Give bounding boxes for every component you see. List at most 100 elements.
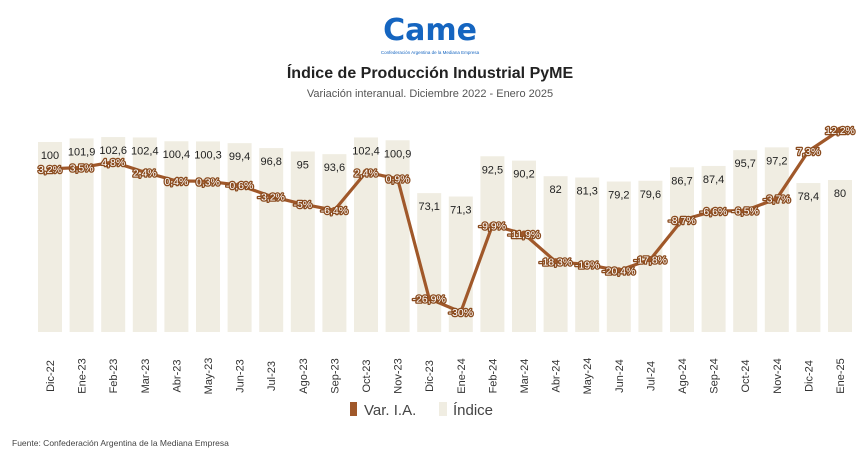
bar-labels-layer: 100 101,9 102,6 102,4 100,4 100,3 99,4 96,8 95 93… (41, 145, 846, 216)
var-point-Ene-25 (836, 126, 844, 134)
var-label-Sep-23: -6,4% (321, 205, 348, 217)
x-tick-Mar-23: Mar-23 (140, 359, 152, 394)
legend: Var. I.A. Índice (350, 402, 493, 419)
bar-Feb-23 (101, 137, 126, 332)
var-label-Ene-25: 12,2% (825, 125, 855, 137)
bar-label-Feb-24: 92,5 (482, 164, 503, 176)
legend-label-var: Var. I.A. (364, 402, 416, 419)
bars-layer (38, 137, 852, 332)
bar-label-Nov-23: 100,9 (384, 148, 412, 160)
bar-Nov-24 (764, 147, 789, 332)
bar-label-Jul-24: 79,6 (640, 189, 661, 201)
bar-label-Jun-24: 79,2 (608, 190, 629, 202)
x-tick-Mar-24: Mar-24 (519, 359, 531, 394)
var-label-May-24: -19% (575, 260, 600, 272)
bar-label-Feb-23: 102,6 (99, 145, 127, 157)
var-label-Oct-24: -6,5% (731, 206, 758, 218)
legend-swatch-idx (439, 402, 447, 416)
var-line (49, 128, 841, 314)
x-tick-Jul-23: Jul-23 (266, 361, 278, 391)
var-point-Jun-24 (615, 267, 623, 274)
var-point-May-23 (204, 177, 212, 185)
bar-Sep-23 (322, 154, 347, 332)
bar-Jun-23 (227, 143, 252, 332)
line-labels-layer: 3,2% 3,5% 4,8% 2,4% 0,4% 0,3% -0,6% -3,2% -5% -6,… (37, 124, 856, 321)
x-tick-Abr-24: Abr-24 (551, 359, 563, 392)
legend-swatch-var (350, 402, 357, 416)
bar-Sep-24 (701, 165, 726, 332)
var-label-Dic-24: 7,3% (796, 146, 820, 158)
bar-May-23 (196, 141, 220, 332)
var-point-Abr-24 (552, 258, 559, 265)
x-tick-Abr-23: Abr-23 (171, 359, 183, 392)
bar-label-Nov-24: 97,2 (766, 155, 787, 167)
bar-label-Oct-23: 102,4 (352, 145, 380, 157)
var-point-May-24 (583, 261, 591, 268)
chart-subtitle: Variación interanual. Diciembre 2022 - E… (307, 88, 553, 100)
var-point-Ene-23 (78, 164, 85, 171)
var-point-Dic-24 (805, 147, 812, 155)
bar-Oct-24 (733, 150, 758, 332)
bar-May-24 (575, 177, 600, 332)
x-tick-Nov-23: Nov-23 (393, 358, 405, 393)
var-point-Jul-24 (647, 255, 654, 263)
bar-label-Sep-23: 93,6 (324, 162, 345, 174)
var-point-Feb-23 (109, 158, 117, 166)
x-tick-Sep-23: Sep-23 (329, 358, 341, 393)
bar-Dic-22 (38, 142, 62, 332)
bar-label-Mar-24: 90,2 (513, 169, 534, 181)
bar-label-Abr-24: 82 (549, 184, 561, 196)
var-label-Mar-24: -11,9% (508, 229, 541, 241)
bar-label-Dic-22: 100 (41, 150, 59, 162)
var-label-Nov-23: 0,9% (386, 174, 410, 186)
bar-label-Ene-25: 80 (834, 188, 846, 200)
var-label-Jul-23: -3,2% (257, 191, 284, 203)
x-tick-Ene-25: Ene-25 (835, 358, 847, 393)
var-point-Ago-24 (678, 216, 686, 224)
x-tick-Oct-23: Oct-23 (361, 359, 373, 392)
var-point-Ene-24 (457, 308, 465, 316)
var-label-Jun-24: -20,4% (602, 266, 635, 278)
legend-label-idx: Índice (453, 402, 493, 419)
var-label-May-23: 0,3% (196, 176, 220, 188)
bar-label-Oct-24: 95,7 (734, 158, 755, 170)
var-label-Jul-24: -17,8% (634, 254, 667, 266)
var-point-Nov-23 (394, 175, 401, 183)
var-label-Feb-24: -9,9% (479, 220, 506, 232)
x-tick-Jun-23: Jun-23 (235, 359, 247, 393)
x-tick-Jun-24: Jun-24 (614, 359, 626, 393)
var-label-Mar-23: 2,4% (133, 167, 157, 179)
bar-Nov-23 (385, 140, 410, 332)
var-point-Nov-24 (773, 195, 781, 202)
bar-label-Mar-23: 102,4 (131, 145, 159, 157)
x-tick-Nov-24: Nov-24 (772, 358, 784, 393)
var-point-Oct-23 (362, 168, 370, 176)
var-label-Abr-24: -18,3% (539, 257, 572, 269)
var-label-Ene-24: -30% (449, 307, 474, 319)
var-label-Abr-23: 0,4% (164, 176, 188, 188)
var-point-Sep-24 (710, 207, 717, 215)
bar-label-Jun-23: 99,4 (229, 151, 250, 163)
var-point-Abr-23 (173, 177, 180, 185)
var-label-Ago-23: -5% (293, 199, 312, 211)
var-point-Dic-23 (425, 295, 433, 303)
x-tick-May-24: May-24 (582, 358, 594, 395)
x-axis-ticks: Dic-22 Ene-23 Feb-23 Mar-23 Abr-23 May-23 Jun-… (45, 358, 847, 395)
bar-label-Jul-23: 96,8 (260, 156, 281, 168)
bar-label-Ago-23: 95 (297, 160, 309, 172)
var-point-Jun-23 (236, 181, 244, 189)
bar-Ene-25 (828, 180, 852, 332)
var-point-Dic-22 (46, 165, 54, 173)
var-label-Jun-23: -0,6% (226, 180, 253, 192)
bar-Ago-24 (670, 167, 694, 332)
bar-Ago-23 (290, 151, 315, 332)
chart-title: Índice de Producción Industrial PyME (287, 63, 574, 82)
var-point-Feb-24 (489, 221, 496, 229)
var-point-Sep-23 (331, 206, 338, 214)
bar-label-Ene-23: 101,9 (68, 146, 96, 158)
var-label-Dic-22: 3,2% (38, 164, 62, 176)
var-label-Dic-23: -26,9% (413, 294, 446, 306)
x-tick-Dic-23: Dic-23 (424, 360, 436, 392)
logo-text: Came (383, 13, 477, 48)
